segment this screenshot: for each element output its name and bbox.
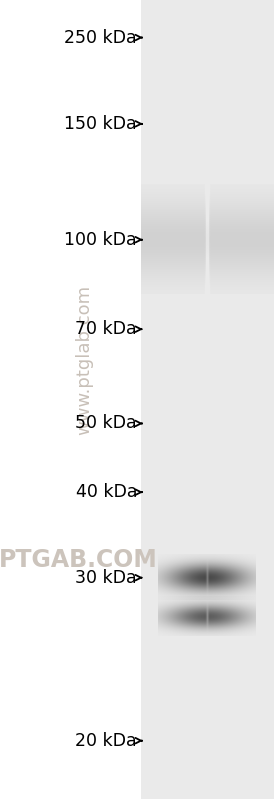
Text: 40 kDa: 40 kDa (76, 483, 137, 501)
Text: 100 kDa: 100 kDa (64, 231, 137, 248)
Text: 250 kDa: 250 kDa (64, 29, 137, 46)
Text: 70 kDa: 70 kDa (75, 320, 137, 338)
Text: 50 kDa: 50 kDa (75, 415, 137, 432)
Text: 150 kDa: 150 kDa (64, 115, 137, 133)
Text: 20 kDa: 20 kDa (75, 732, 137, 749)
Text: 30 kDa: 30 kDa (75, 569, 137, 586)
Text: PTGAB.COM: PTGAB.COM (0, 548, 157, 572)
Text: www.ptglab.com: www.ptglab.com (75, 285, 93, 435)
